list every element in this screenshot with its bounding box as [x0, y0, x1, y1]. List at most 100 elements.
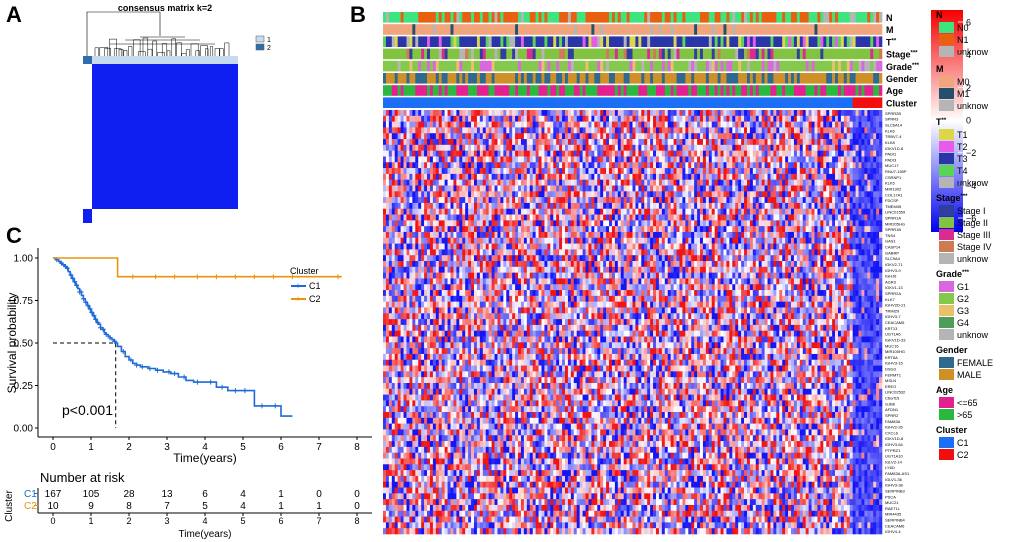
heatmap-cell	[849, 197, 853, 204]
heatmap-cell	[535, 162, 539, 169]
track-cell	[388, 73, 393, 84]
track-cell	[564, 12, 569, 23]
heatmap-cell	[523, 110, 528, 117]
heatmap-cell	[814, 208, 818, 215]
heatmap-cell	[385, 156, 390, 163]
track-cell	[482, 36, 487, 47]
heatmap-cell	[427, 197, 431, 204]
heatmap-cell	[840, 168, 845, 175]
track-cell	[829, 48, 833, 60]
heatmap-cell	[412, 127, 416, 134]
track-cell	[400, 85, 404, 96]
heatmap-cell	[538, 173, 542, 180]
heatmap-cell	[676, 168, 680, 175]
track-cell	[852, 97, 856, 108]
track-cell	[500, 60, 504, 72]
track-cell	[585, 85, 589, 96]
heatmap-cell	[441, 220, 445, 227]
heatmap-cell	[544, 144, 548, 151]
track-cell	[793, 73, 798, 84]
track-cell	[867, 12, 871, 23]
heatmap-cell	[421, 121, 425, 128]
heatmap-cell	[761, 179, 765, 186]
heatmap-cell	[559, 121, 563, 128]
heatmap-cell	[661, 162, 666, 169]
track-cell	[444, 48, 448, 60]
heatmap-cell	[849, 127, 853, 134]
heatmap-cell	[591, 121, 595, 128]
heatmap-cell	[450, 150, 454, 157]
heatmap-cell	[450, 197, 454, 204]
heatmap-cell	[779, 162, 783, 169]
heatmap-cell	[852, 173, 856, 180]
heatmap-cell	[468, 139, 472, 146]
heatmap-cell	[424, 110, 428, 117]
heatmap-cell	[785, 121, 789, 128]
heatmap-cell	[726, 115, 730, 122]
heatmap-cell	[700, 133, 704, 140]
heatmap-cell	[720, 162, 724, 169]
heatmap-cell	[738, 185, 742, 192]
heatmap-cell	[412, 202, 416, 210]
heatmap-cell	[412, 220, 416, 227]
heatmap-cell	[685, 226, 689, 233]
heatmap-cell	[488, 173, 492, 180]
heatmap-cell	[752, 168, 757, 175]
heatmap-cell	[506, 208, 510, 215]
heatmap-cell	[861, 127, 865, 134]
heatmap-cell	[723, 179, 727, 186]
heatmap-cell	[647, 214, 651, 221]
heatmap-cell	[573, 144, 578, 151]
heatmap-cell	[826, 162, 830, 169]
heatmap-cell	[688, 202, 692, 210]
track-cell	[796, 60, 801, 72]
heatmap-cell	[670, 226, 674, 233]
track-cell	[720, 60, 724, 72]
heatmap-cell	[497, 208, 501, 215]
track-cell	[717, 48, 721, 60]
heatmap-cell	[385, 197, 390, 204]
track-cell	[453, 36, 457, 47]
heatmap-cell	[550, 121, 554, 128]
heatmap-cell	[729, 110, 733, 117]
heatmap-cell	[829, 191, 833, 198]
dendrogram-branch	[224, 42, 230, 56]
heatmap-cell	[855, 173, 859, 180]
heatmap-cell	[764, 202, 768, 210]
heatmap-cell	[832, 139, 836, 146]
heatmap-cell	[550, 208, 554, 215]
track-cell	[409, 36, 413, 47]
heatmap-cell	[770, 127, 774, 134]
heatmap-cell	[793, 173, 798, 180]
heatmap-cell	[556, 139, 560, 146]
heatmap-cell	[879, 168, 883, 175]
heatmap-cell	[805, 139, 809, 146]
heatmap-cell	[406, 202, 410, 210]
heatmap-cell	[570, 121, 575, 128]
heatmap-cell	[462, 162, 466, 169]
heatmap-cell	[855, 139, 859, 146]
heatmap-cell	[729, 208, 733, 215]
heatmap-cell	[447, 191, 451, 198]
track-cell	[761, 73, 765, 84]
heatmap-cell	[708, 156, 713, 163]
heatmap-cell	[588, 197, 592, 204]
heatmap-cell	[550, 162, 554, 169]
track-cell	[788, 97, 792, 108]
track-cell	[385, 24, 390, 35]
heatmap-cell	[808, 226, 812, 233]
heatmap-cell	[817, 191, 821, 198]
track-cell	[788, 36, 792, 47]
track-cell	[867, 73, 871, 84]
heatmap-cell	[609, 156, 613, 163]
heatmap-cell	[482, 179, 487, 186]
heatmap-cell	[491, 139, 495, 146]
heatmap-cell	[697, 197, 701, 204]
heatmap-cell	[741, 168, 745, 175]
track-cell	[667, 60, 671, 72]
track-cell	[603, 36, 607, 47]
track-cell	[594, 12, 598, 23]
heatmap-cell	[506, 115, 510, 122]
track-cell	[708, 97, 713, 108]
heatmap-cell	[406, 179, 410, 186]
